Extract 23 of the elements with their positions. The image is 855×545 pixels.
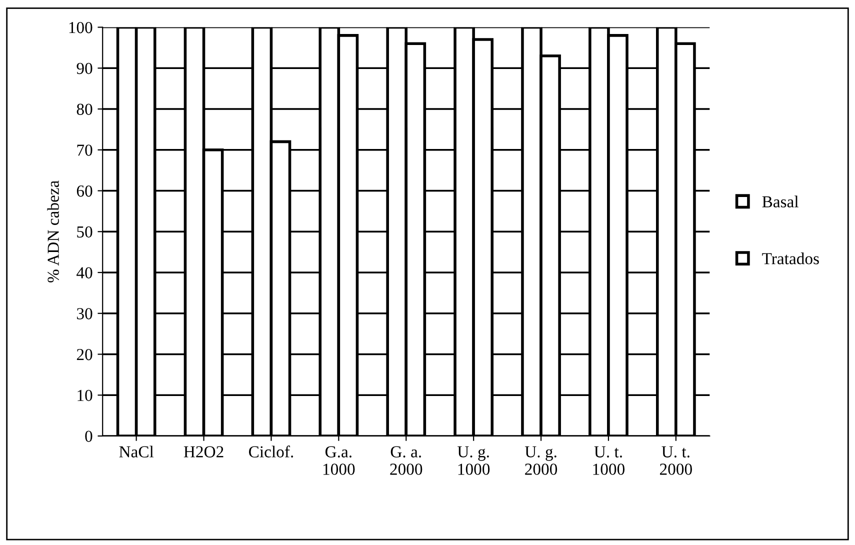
y-tick-label: 50: [77, 226, 92, 238]
x-tick-label: H2O2: [184, 446, 224, 458]
y-tick-label: 10: [78, 390, 92, 402]
x-tick-label: U. t. 2000: [660, 446, 692, 475]
y-tick-label: 40: [76, 267, 92, 278]
y-tick-label: 60: [76, 185, 92, 197]
x-tick-label: G. a. 2000: [390, 446, 422, 475]
y-tick-label: 0: [85, 430, 92, 442]
y-axis-title: % ADN cabeza: [47, 180, 59, 282]
x-tick-label: U. g. 2000: [524, 446, 558, 475]
y-tick-label: 20: [76, 348, 92, 360]
x-tick-label: NaCl: [119, 446, 154, 458]
x-tick-label: U. t. 1000: [593, 446, 625, 475]
legend-label: Tratados: [762, 252, 819, 264]
y-tick-label: 80: [76, 104, 92, 115]
y-tick-label: 30: [77, 308, 92, 320]
y-tick-label: 90: [76, 62, 92, 74]
legend-label: Basal: [762, 196, 798, 208]
y-tick-label: 100: [69, 22, 92, 34]
x-tick-label: G.a. 1000: [323, 446, 355, 475]
x-tick-label: Ciclof.: [248, 446, 294, 458]
x-tick-label: U. g. 1000: [457, 446, 490, 475]
y-tick-label: 70: [77, 144, 92, 156]
